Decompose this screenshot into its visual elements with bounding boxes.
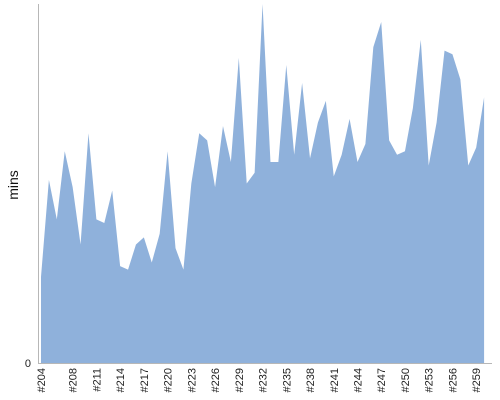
x-tick-label: #232 <box>258 368 270 392</box>
x-tick-label: #235 <box>281 368 293 392</box>
x-tick-label: #217 <box>139 368 151 392</box>
y-axis-ticks: 0 <box>25 358 31 370</box>
x-tick-label: #238 <box>305 368 317 392</box>
y-axis-label: mins <box>5 170 21 200</box>
x-tick-label: #259 <box>471 368 483 392</box>
x-tick-label: #250 <box>400 368 412 392</box>
x-tick-label: #214 <box>115 368 127 392</box>
x-axis-ticks: #204 #208 #211 #214 #217 #220 #223 #226 #229 #232… <box>36 368 483 392</box>
x-tick-label: #204 <box>36 368 48 392</box>
x-tick-label: #241 <box>329 368 341 392</box>
x-tick-label: #208 <box>68 368 80 392</box>
x-tick-label: #226 <box>210 368 222 392</box>
x-tick-label: #211 <box>91 368 103 392</box>
y-tick-label: 0 <box>25 358 31 370</box>
x-tick-label: #253 <box>424 368 436 392</box>
area-series <box>41 4 485 363</box>
x-tick-label: #256 <box>447 368 459 392</box>
x-tick-label: #223 <box>186 368 198 392</box>
x-tick-label: #244 <box>352 368 364 392</box>
x-tick-label: #247 <box>376 368 388 392</box>
x-tick-label: #229 <box>234 368 246 392</box>
x-tick-label: #220 <box>163 368 175 392</box>
plot-area <box>38 4 492 364</box>
